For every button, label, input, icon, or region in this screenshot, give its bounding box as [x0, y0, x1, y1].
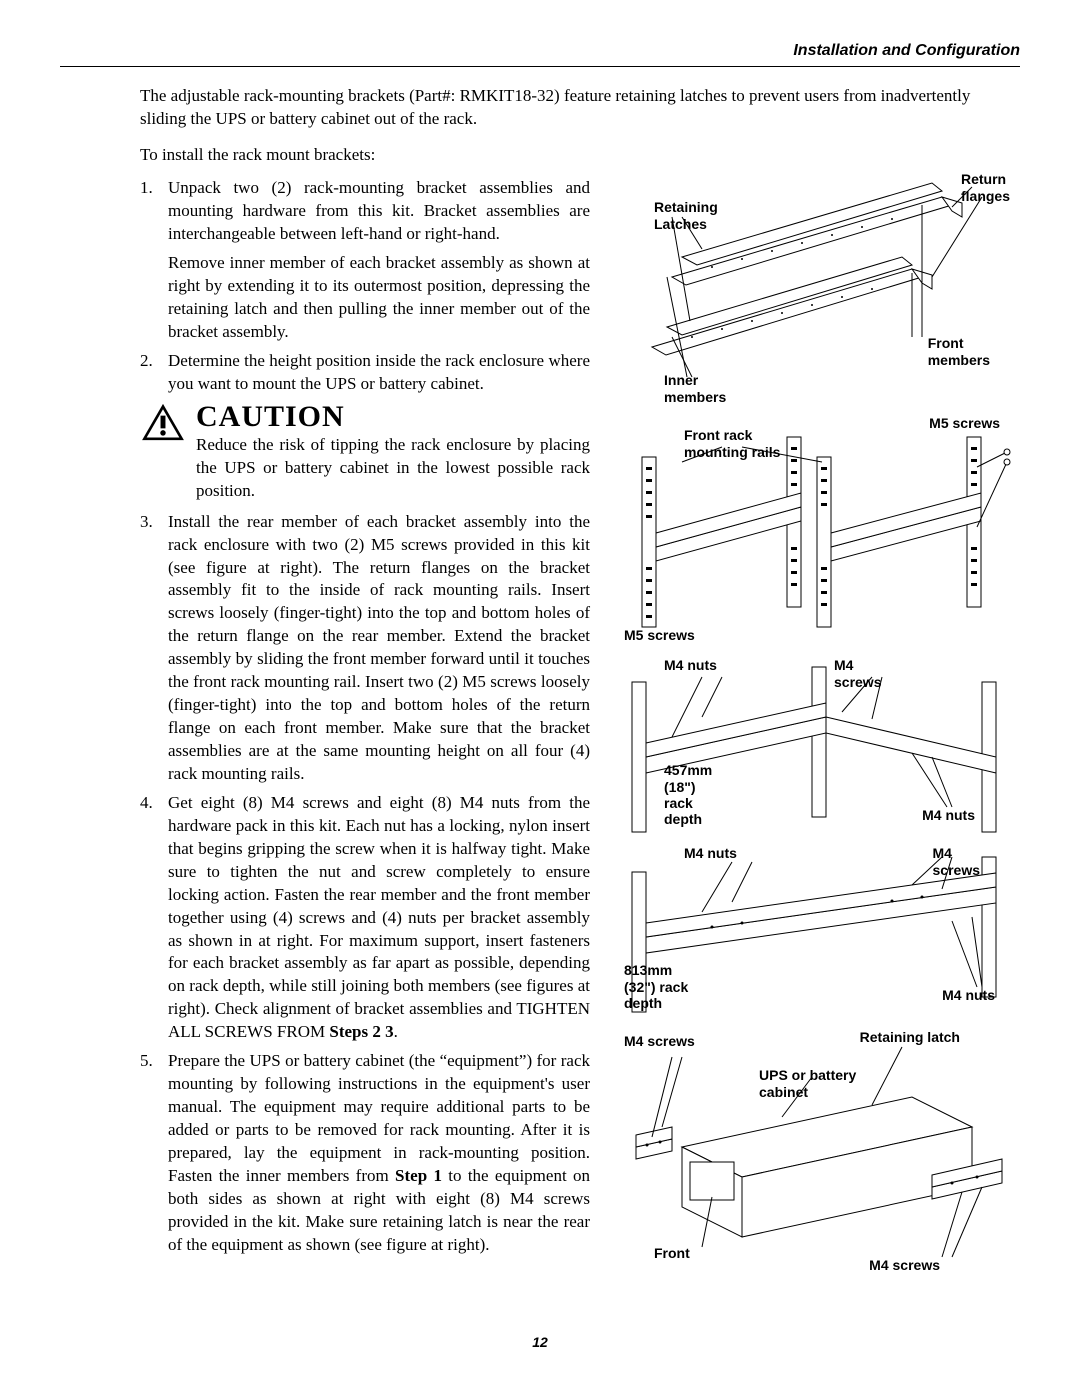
step-list: Unpack two (2) rack-mounting bracket ass… [140, 177, 590, 1256]
label-return-flanges: Returnflanges [961, 171, 1010, 203]
label-m4-screws-2: M4screws [933, 845, 980, 877]
intro-paragraph: The adjustable rack-mounting brackets (P… [60, 85, 1020, 131]
step-3: Install the rear member of each bracket … [140, 511, 590, 786]
label-front: Front [654, 1245, 690, 1261]
step-4: Get eight (8) M4 screws and eight (8) M4… [140, 792, 590, 1044]
label-front-rails: Front rackmounting rails [684, 427, 780, 459]
label-m4-screws-4: M4 screws [869, 1257, 940, 1273]
section-title: Installation and Configuration [793, 42, 1020, 59]
label-depth-32: 813mm(32") rackdepth [624, 962, 688, 1010]
step-4-text: Get eight (8) M4 screws and eight (8) M4… [168, 792, 590, 1044]
label-m4-nuts-4: M4 nuts [942, 987, 995, 1003]
label-m4-nuts-1: M4 nuts [664, 657, 717, 673]
diagram-bracket-assembly: RetainingLatches Returnflanges Frontmemb… [604, 177, 1020, 407]
step-1: Unpack two (2) rack-mounting bracket ass… [140, 177, 590, 344]
caution-icon [140, 402, 186, 442]
lead-in: To install the rack mount brackets: [60, 144, 1020, 167]
label-front-members: Frontmembers [928, 335, 990, 367]
diagram-ups-cabinet: M4 screws Retaining latch UPS or battery… [604, 1027, 1020, 1287]
caution-text: CAUTION Reduce the risk of tipping the r… [196, 402, 590, 503]
step-2: Determine the height position inside the… [140, 350, 590, 503]
step-1-b: Remove inner member of each bracket asse… [168, 252, 590, 344]
diagram-depth-18: M4 nuts M4screws 457mm(18")rackdepth M4 … [604, 657, 1020, 837]
label-m4-screws-1: M4screws [834, 657, 881, 689]
page-number: 12 [60, 1333, 1020, 1352]
label-inner-members: Innermembers [664, 372, 726, 404]
step-5-text: Prepare the UPS or battery cabinet (the … [168, 1050, 590, 1256]
diagram-depth-32: M4 nuts M4screws 813mm(32") rackdepth M4… [604, 847, 1020, 1017]
content-columns: Unpack two (2) rack-mounting bracket ass… [60, 177, 1020, 1297]
label-retaining-latches: RetainingLatches [654, 199, 718, 231]
step-5: Prepare the UPS or battery cabinet (the … [140, 1050, 590, 1256]
label-m4-nuts-3: M4 nuts [684, 845, 737, 861]
caution-body: Reduce the risk of tipping the rack encl… [196, 434, 590, 503]
label-m5-screws-top: M5 screws [929, 415, 1000, 431]
instructions-column: Unpack two (2) rack-mounting bracket ass… [140, 177, 590, 1297]
label-m5-screws-bottom: M5 screws [624, 627, 695, 643]
label-m4-screws-3: M4 screws [624, 1033, 695, 1049]
step-3-text: Install the rear member of each bracket … [168, 511, 590, 786]
label-retaining-latch: Retaining latch [860, 1029, 960, 1045]
caution-block: CAUTION Reduce the risk of tipping the r… [140, 402, 590, 503]
diagram-rack-mounted: M5 screws Front rackmounting rails M5 sc… [604, 417, 1020, 647]
caution-title: CAUTION [196, 402, 590, 432]
label-ups-cabinet: UPS or batterycabinet [759, 1067, 856, 1099]
step-2-text: Determine the height position inside the… [168, 350, 590, 396]
label-depth-18: 457mm(18")rackdepth [664, 762, 712, 826]
page-header: Installation and Configuration [60, 40, 1020, 67]
label-m4-nuts-2: M4 nuts [922, 807, 975, 823]
step-1-a: Unpack two (2) rack-mounting bracket ass… [168, 177, 590, 246]
diagram-column: RetainingLatches Returnflanges Frontmemb… [604, 177, 1020, 1297]
